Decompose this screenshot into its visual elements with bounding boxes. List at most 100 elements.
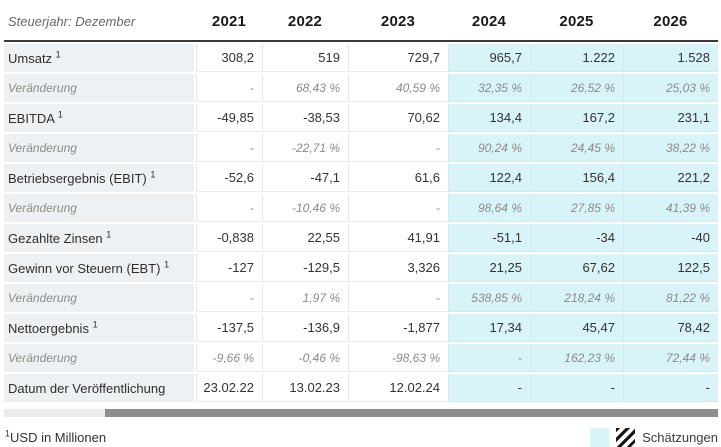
cell-2026: 221,2 (623, 164, 718, 192)
table-row: Gewinn vor Steuern (EBT) 1 -127 -129,5 3,32… (4, 254, 718, 282)
cell-2025: - (530, 374, 623, 402)
cell-2021: 308,2 (196, 44, 262, 72)
footnote-text: USD in Millionen (10, 429, 107, 445)
cell-2024: 965,7 (448, 44, 530, 72)
cell-2022: 68,43 % (262, 74, 348, 102)
table-row: Betriebsergebnis (EBIT) 1 -52,6 -47,1 61,6 1… (4, 164, 718, 192)
cell-2022: 519 (262, 44, 348, 72)
row-label: EBITDA 1 (4, 104, 196, 132)
row-label: Betriebsergebnis (EBIT) 1 (4, 164, 196, 192)
cell-2025: 162,23 % (530, 344, 623, 372)
cell-2023: 40,59 % (348, 74, 448, 102)
cell-2021: -127 (196, 254, 262, 282)
cell-2026: 122,5 (623, 254, 718, 282)
table-header-row: Steuerjahr: Dezember 2021 2022 2023 2024 202… (4, 2, 718, 42)
cell-2023: 729,7 (348, 44, 448, 72)
cell-2021: -52,6 (196, 164, 262, 192)
cell-2023: -98,63 % (348, 344, 448, 372)
cell-2025: 67,62 (530, 254, 623, 282)
cell-2024: 122,4 (448, 164, 530, 192)
table-row: Umsatz 1 308,2 519 729,7 965,7 1.222 1.528 (4, 44, 718, 72)
cell-2026: 41,39 % (623, 194, 718, 222)
cell-2026: 78,42 (623, 314, 718, 342)
row-label: Veränderung (4, 284, 196, 312)
footnote-marker: 1 (150, 169, 156, 180)
cell-2023: 41,91 (348, 224, 448, 252)
cell-2026: 38,22 % (623, 134, 718, 162)
scrollbar-thumb[interactable] (105, 409, 718, 417)
row-label: Umsatz 1 (4, 44, 196, 72)
cell-2025: 156,4 (530, 164, 623, 192)
row-label: Gezahlte Zinsen 1 (4, 224, 196, 252)
row-label: Veränderung (4, 74, 196, 102)
cell-2025: 45,47 (530, 314, 623, 342)
cell-2024: 134,4 (448, 104, 530, 132)
cell-2024: 21,25 (448, 254, 530, 282)
cell-2024: 90,24 % (448, 134, 530, 162)
cell-2025: 24,45 % (530, 134, 623, 162)
table-row: Veränderung -1,97 % -538,85 % 218,24 % 81,22… (4, 284, 718, 312)
table-row: Gezahlte Zinsen 1 -0,838 22,55 41,91 -51,1 -3… (4, 224, 718, 252)
cell-2021: -137,5 (196, 314, 262, 342)
cell-2023: 3,326 (348, 254, 448, 282)
cell-2025: 1.222 (530, 44, 623, 72)
cell-2021: - (196, 284, 262, 312)
footnote-marker: 1 (164, 259, 170, 270)
cell-2025: 26,52 % (530, 74, 623, 102)
cell-2026: 1.528 (623, 44, 718, 72)
cell-2023: 70,62 (348, 104, 448, 132)
cell-2023: 61,6 (348, 164, 448, 192)
cell-2024: 32,35 % (448, 74, 530, 102)
footnote-marker: 1 (92, 319, 98, 330)
cell-2026: - (623, 374, 718, 402)
cell-2022: -22,71 % (262, 134, 348, 162)
cell-2026: 231,1 (623, 104, 718, 132)
table-body: Umsatz 1 308,2 519 729,7 965,7 1.222 1.528 Verä… (4, 44, 718, 402)
cell-2021: -49,85 (196, 104, 262, 132)
estimate-color-swatch (590, 427, 610, 447)
table-row: Veränderung - -10,46 % -98,64 % 27,85 % 41,39… (4, 194, 718, 222)
cell-2024: 98,64 % (448, 194, 530, 222)
row-label: Gewinn vor Steuern (EBT) 1 (4, 254, 196, 282)
table-row: Veränderung - -22,71 % -90,24 % 24,45 % 38,22… (4, 134, 718, 162)
cell-2021: 23.02.22 (196, 374, 262, 402)
row-label: Veränderung (4, 194, 196, 222)
cell-2022: 1,97 % (262, 284, 348, 312)
table-row: Nettoergebnis 1 -137,5 -136,9 -1,877 17,34 45… (4, 314, 718, 342)
horizontal-scrollbar[interactable] (4, 409, 718, 417)
cell-2025: 27,85 % (530, 194, 623, 222)
cell-2025: 167,2 (530, 104, 623, 132)
cell-2022: -38,53 (262, 104, 348, 132)
row-label: Veränderung (4, 344, 196, 372)
row-label: Nettoergebnis 1 (4, 314, 196, 342)
cell-2026: -40 (623, 224, 718, 252)
row-label: Veränderung (4, 134, 196, 162)
cell-2023: - (348, 194, 448, 222)
cell-2023: - (348, 284, 448, 312)
cell-2023: 12.02.24 (348, 374, 448, 402)
cell-2021: -9,66 % (196, 344, 262, 372)
cell-2026: 72,44 % (623, 344, 718, 372)
footnote-marker: 1 (106, 229, 112, 240)
cell-2022: -47,1 (262, 164, 348, 192)
cell-2021: - (196, 194, 262, 222)
cell-2021: - (196, 74, 262, 102)
table-row: EBITDA 1 -49,85 -38,53 70,62 134,4 167,2 231,1 (4, 104, 718, 132)
cell-2024: - (448, 374, 530, 402)
cell-2025: -34 (530, 224, 623, 252)
legend-label: Schätzungen (642, 429, 718, 445)
footnote: 1USD in Millionen (4, 429, 107, 445)
cell-2022: -0,46 % (262, 344, 348, 372)
cell-2025: 218,24 % (530, 284, 623, 312)
table-row: Veränderung -9,66 % -0,46 % -98,63 % -162,23… (4, 344, 718, 372)
cell-2024: 17,34 (448, 314, 530, 342)
cell-2026: 25,03 % (623, 74, 718, 102)
financials-table: Steuerjahr: Dezember 2021 2022 2023 2024 202… (4, 0, 718, 404)
cell-2021: -0,838 (196, 224, 262, 252)
cell-2023: - (348, 134, 448, 162)
row-label: Datum der Veröffentlichung (4, 374, 196, 402)
cell-2022: 13.02.23 (262, 374, 348, 402)
cell-2023: -1,877 (348, 314, 448, 342)
footnote-marker: 1 (57, 109, 63, 120)
